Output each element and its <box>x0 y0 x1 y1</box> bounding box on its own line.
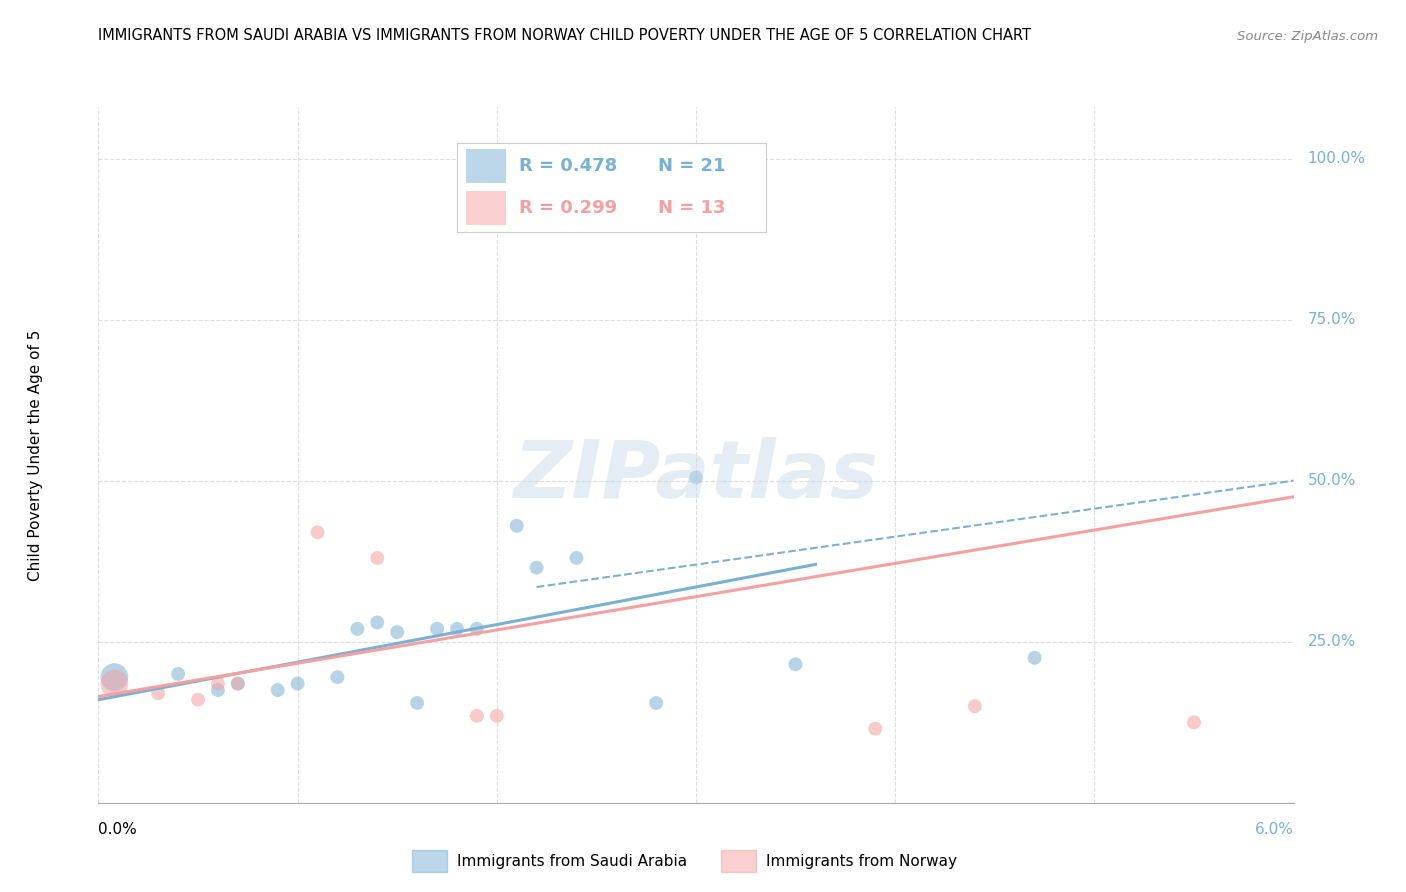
Text: R = 0.478: R = 0.478 <box>519 157 617 175</box>
Point <box>785 657 807 672</box>
Point <box>287 676 309 690</box>
Text: 75.0%: 75.0% <box>1308 312 1355 327</box>
Text: IMMIGRANTS FROM SAUDI ARABIA VS IMMIGRANTS FROM NORWAY CHILD POVERTY UNDER THE A: IMMIGRANTS FROM SAUDI ARABIA VS IMMIGRAN… <box>98 29 1032 43</box>
Text: Immigrants from Norway: Immigrants from Norway <box>766 855 957 869</box>
Text: 50.0%: 50.0% <box>1308 473 1355 488</box>
Text: ZIPatlas: ZIPatlas <box>513 437 879 515</box>
Point <box>167 667 190 681</box>
Text: Immigrants from Saudi Arabia: Immigrants from Saudi Arabia <box>457 855 688 869</box>
Point <box>103 676 125 690</box>
Text: Child Poverty Under the Age of 5: Child Poverty Under the Age of 5 <box>28 329 42 581</box>
Point <box>187 692 209 706</box>
Text: 100.0%: 100.0% <box>1308 151 1365 166</box>
Point <box>465 622 488 636</box>
Text: R = 0.299: R = 0.299 <box>519 199 617 217</box>
Point <box>645 696 668 710</box>
Point <box>863 722 886 736</box>
Text: 0.0%: 0.0% <box>98 822 138 837</box>
Point <box>366 551 388 566</box>
Point <box>963 699 986 714</box>
Text: Source: ZipAtlas.com: Source: ZipAtlas.com <box>1237 30 1378 43</box>
Text: 6.0%: 6.0% <box>1254 822 1294 837</box>
Text: N = 13: N = 13 <box>658 199 725 217</box>
Point <box>207 683 229 698</box>
Point <box>385 625 409 640</box>
Point <box>446 622 468 636</box>
Point <box>406 696 429 710</box>
Point <box>485 708 508 723</box>
Point <box>326 670 349 684</box>
Point <box>103 670 125 684</box>
Point <box>307 525 329 540</box>
Point <box>465 708 488 723</box>
Point <box>426 622 449 636</box>
Point <box>526 560 548 574</box>
Text: N = 21: N = 21 <box>658 157 725 175</box>
Point <box>685 470 707 484</box>
Point <box>346 622 368 636</box>
Point <box>226 676 249 690</box>
Point <box>226 676 249 690</box>
FancyBboxPatch shape <box>467 149 506 183</box>
Point <box>506 518 529 533</box>
Point <box>565 551 588 566</box>
Point <box>1024 651 1046 665</box>
Text: 25.0%: 25.0% <box>1308 634 1355 649</box>
FancyBboxPatch shape <box>467 191 506 225</box>
Point <box>148 686 170 700</box>
Point <box>207 676 229 690</box>
Point <box>267 683 290 698</box>
Point <box>1182 715 1205 730</box>
Point <box>366 615 388 630</box>
